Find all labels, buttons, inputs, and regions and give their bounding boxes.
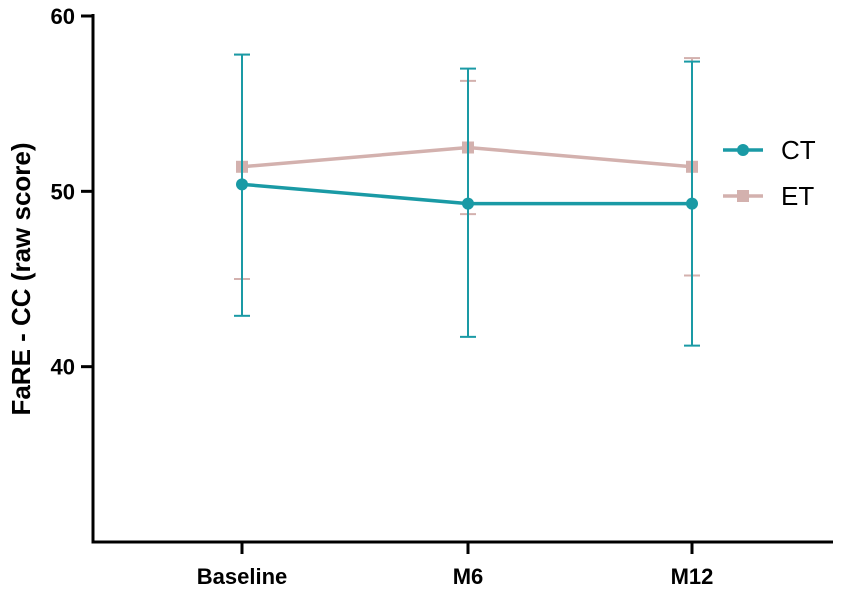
y-tick-label: 50	[51, 179, 75, 204]
x-tick-label: M12	[671, 564, 714, 589]
y-axis-title: FaRE - CC (raw score)	[6, 142, 36, 415]
x-tick-label: M6	[453, 564, 484, 589]
axes-layer	[91, 14, 833, 544]
legend-marker	[737, 144, 749, 156]
legend-item-et: ET	[723, 181, 814, 211]
legend-marker	[737, 190, 749, 202]
y-tick-label: 40	[51, 355, 75, 380]
legend-label: CT	[781, 135, 816, 165]
series-layer	[234, 53, 700, 347]
legend: CT ET	[723, 135, 816, 211]
data-point	[462, 197, 474, 210]
legend-item-ct: CT	[723, 135, 816, 165]
series-ct	[234, 53, 700, 347]
data-point	[236, 178, 248, 191]
legend-label: ET	[781, 181, 814, 211]
y-ticks: 40 50 60	[51, 4, 93, 380]
x-tick-label: Baseline	[197, 564, 288, 589]
data-point	[686, 197, 698, 210]
x-ticks: Baseline M6 M12	[197, 542, 714, 589]
y-tick-label: 60	[51, 4, 75, 29]
